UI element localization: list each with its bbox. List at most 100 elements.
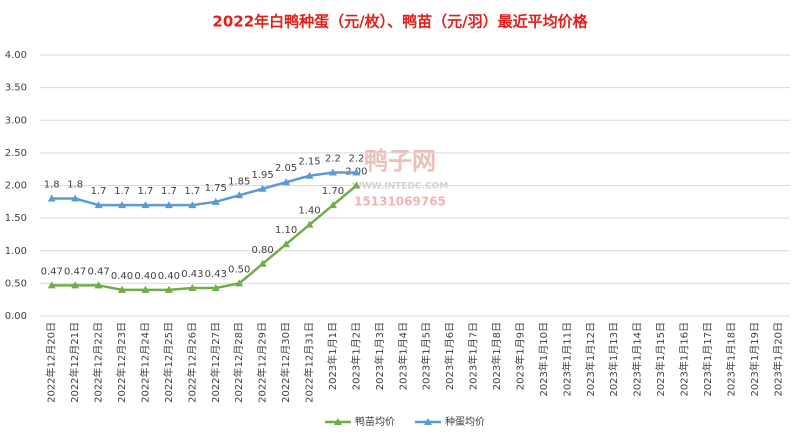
x-tick-label: 2023年1月7日 bbox=[467, 322, 480, 390]
y-tick-label: 4.00 bbox=[5, 50, 27, 61]
x-tick-label: 2023年1月11日 bbox=[560, 322, 573, 397]
point-marker bbox=[141, 285, 150, 293]
y-tick-label: 3.00 bbox=[5, 115, 27, 126]
data-label: 1.95 bbox=[252, 170, 274, 181]
x-tick-label: 2023年1月3日 bbox=[373, 322, 386, 390]
watermark: WWW.INTEDC.COM bbox=[352, 182, 448, 192]
point-marker bbox=[258, 184, 267, 192]
y-tick-label: 3.50 bbox=[5, 83, 27, 94]
data-label: 1.85 bbox=[228, 176, 250, 187]
data-label: 0.80 bbox=[252, 245, 274, 256]
point-marker bbox=[328, 168, 337, 176]
data-label: 0.47 bbox=[87, 266, 109, 277]
x-tick-label: 2022年12月24日 bbox=[138, 322, 151, 403]
x-tick-label: 2023年1月6日 bbox=[443, 322, 456, 390]
point-marker bbox=[94, 281, 103, 289]
data-label: 1.7 bbox=[161, 186, 177, 197]
data-label: 0.50 bbox=[228, 264, 250, 275]
point-marker bbox=[188, 201, 197, 209]
point-marker bbox=[71, 194, 80, 202]
x-tick-label: 2023年1月12日 bbox=[584, 322, 597, 397]
data-label: 1.10 bbox=[275, 225, 297, 236]
data-label: 0.40 bbox=[134, 271, 156, 282]
data-label: 1.40 bbox=[298, 206, 320, 217]
data-label: 1.7 bbox=[138, 186, 154, 197]
x-tick-label: 2023年1月13日 bbox=[607, 322, 620, 397]
data-label: 1.7 bbox=[184, 186, 200, 197]
point-marker bbox=[352, 168, 361, 176]
point-marker bbox=[141, 201, 150, 209]
chart-title: 2022年白鸭种蛋（元/枚）、鸭苗（元/羽）最近平均价格 bbox=[212, 13, 588, 31]
y-tick-label: 1.00 bbox=[5, 246, 27, 257]
x-tick-label: 2023年1月16日 bbox=[678, 322, 691, 397]
x-tick-label: 2023年1月4日 bbox=[396, 322, 409, 390]
point-marker bbox=[282, 178, 291, 186]
point-marker bbox=[282, 240, 291, 248]
x-tick-label: 2022年12月20日 bbox=[45, 322, 58, 403]
y-tick-label: 0.50 bbox=[5, 278, 27, 289]
series-line bbox=[51, 184, 358, 292]
data-label: 1.7 bbox=[91, 186, 107, 197]
x-tick-label: 2023年1月17日 bbox=[701, 322, 714, 397]
data-label: 2.15 bbox=[298, 157, 320, 168]
point-marker bbox=[235, 279, 244, 287]
x-tick-label: 2023年1月2日 bbox=[349, 322, 362, 390]
point-marker bbox=[211, 283, 220, 291]
point-marker bbox=[235, 191, 244, 199]
x-tick-label: 2023年1月8日 bbox=[490, 322, 503, 390]
x-tick-label: 2022年12月26日 bbox=[185, 322, 198, 403]
point-marker bbox=[211, 197, 220, 205]
x-tick-label: 2023年1月9日 bbox=[513, 322, 526, 390]
data-label: 1.70 bbox=[322, 186, 344, 197]
legend-marker bbox=[424, 418, 432, 425]
point-marker bbox=[94, 201, 103, 209]
x-tick-label: 2023年1月1日 bbox=[326, 322, 339, 390]
data-label: 0.43 bbox=[181, 269, 203, 280]
data-label: 0.47 bbox=[64, 266, 86, 277]
point-marker bbox=[118, 201, 127, 209]
x-tick-label: 2022年12月22日 bbox=[92, 322, 105, 403]
x-tick-label: 2023年1月18日 bbox=[724, 322, 737, 397]
data-label: 2.2 bbox=[325, 153, 341, 164]
data-label: 0.43 bbox=[205, 269, 227, 280]
data-label: 1.8 bbox=[44, 180, 60, 191]
x-tick-label: 2022年12月23日 bbox=[115, 322, 128, 403]
point-marker bbox=[328, 201, 337, 209]
series-line bbox=[51, 171, 357, 207]
legend-label: 鸭苗均价 bbox=[355, 415, 395, 428]
x-tick-label: 2022年12月27日 bbox=[209, 322, 222, 403]
x-tick-label: 2022年12月29日 bbox=[256, 322, 269, 403]
x-tick-label: 2023年1月5日 bbox=[420, 322, 433, 390]
point-marker bbox=[164, 201, 173, 209]
x-tick-label: 2022年12月28日 bbox=[232, 322, 245, 403]
x-tick-label: 2023年1月10日 bbox=[537, 322, 550, 397]
point-marker bbox=[188, 283, 197, 291]
point-marker bbox=[71, 281, 80, 289]
x-tick-label: 2022年12月31日 bbox=[303, 322, 316, 403]
y-tick-label: 2.00 bbox=[5, 181, 27, 192]
data-label: 1.75 bbox=[205, 183, 227, 194]
legend-marker bbox=[334, 418, 342, 425]
watermark: 鸭子网 bbox=[364, 147, 436, 175]
point-marker bbox=[305, 220, 314, 228]
data-label: 2.05 bbox=[275, 163, 297, 174]
legend-label: 种蛋均价 bbox=[445, 415, 485, 428]
x-tick-label: 2023年1月14日 bbox=[631, 322, 644, 397]
x-tick-label: 2023年1月19日 bbox=[748, 322, 761, 397]
x-tick-label: 2023年1月20日 bbox=[771, 322, 784, 397]
data-label: 0.40 bbox=[158, 271, 180, 282]
data-label: 2.2 bbox=[348, 153, 364, 164]
y-tick-label: 2.50 bbox=[5, 148, 27, 159]
data-label: 1.7 bbox=[114, 186, 130, 197]
data-label: 0.47 bbox=[41, 266, 63, 277]
point-marker bbox=[305, 171, 314, 179]
point-marker bbox=[47, 281, 56, 289]
x-tick-label: 2023年1月15日 bbox=[654, 322, 667, 397]
x-tick-label: 2022年12月30日 bbox=[279, 322, 292, 403]
x-tick-label: 2022年12月25日 bbox=[162, 322, 175, 403]
y-tick-label: 0.00 bbox=[5, 311, 27, 322]
watermark: 15131069765 bbox=[354, 195, 446, 209]
data-label: 0.40 bbox=[111, 271, 133, 282]
point-marker bbox=[164, 285, 173, 293]
